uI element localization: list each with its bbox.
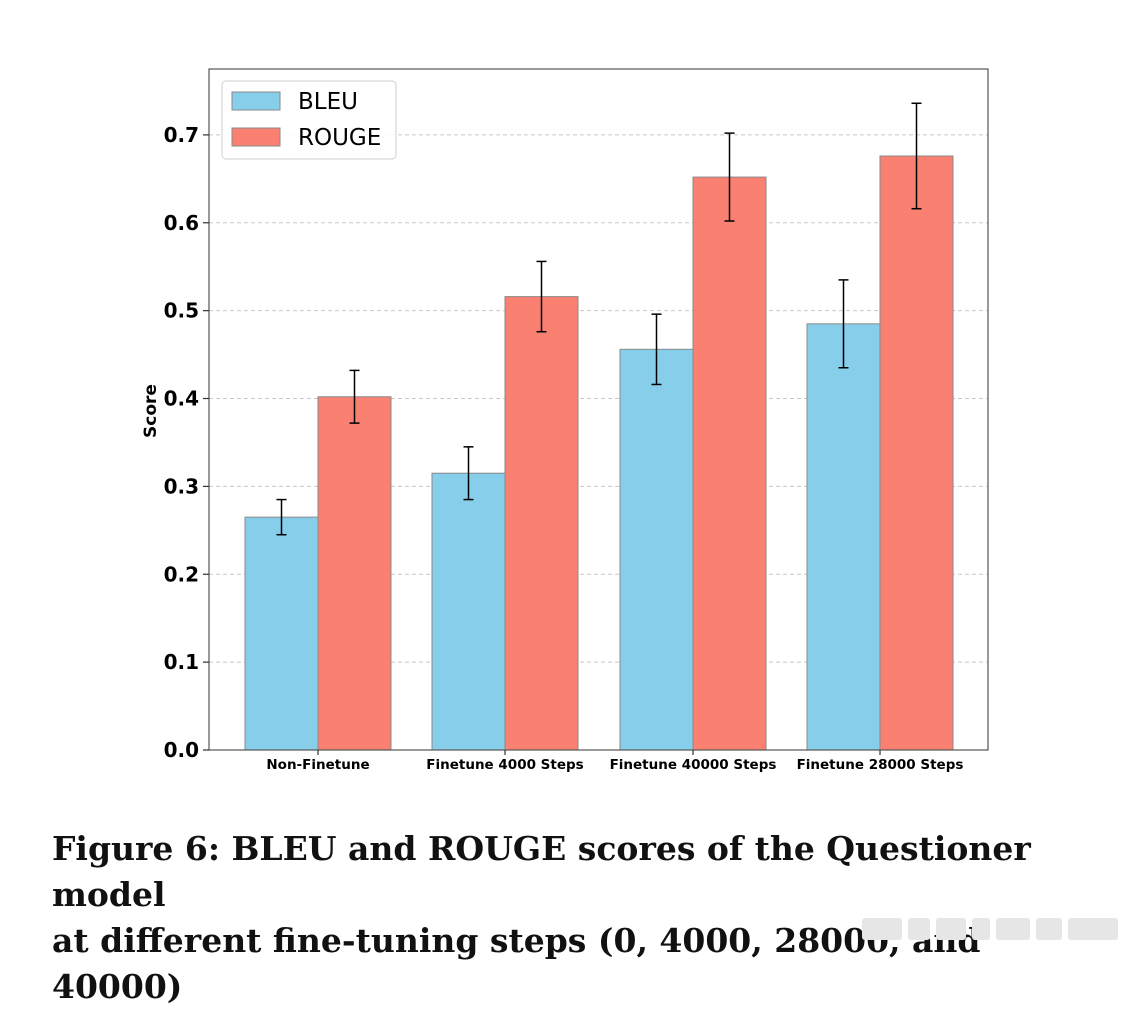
caption-line-1: Figure 6: BLEU and ROUGE scores of the Q…: [52, 829, 1031, 914]
figure-caption: Figure 6: BLEU and ROUGE scores of the Q…: [52, 826, 1112, 1010]
bar-chart: 0.0 0.1 0.2 0.3 0.4 0.5 0.6 0.7 Non-Finetune Fin…: [141, 68, 989, 773]
bar-bleu: [806, 323, 881, 751]
bar-bleu: [244, 516, 319, 751]
y-tick-label: 0.0: [164, 738, 199, 762]
y-tick-label: 0.2: [164, 562, 199, 586]
x-tick-label: Non-Finetune: [266, 757, 369, 773]
legend-label-rouge: ROUGE: [298, 125, 381, 151]
error-bars: [276, 102, 922, 536]
legend-swatch-bleu: [231, 91, 281, 111]
legend-label-bleu: BLEU: [298, 89, 358, 115]
y-tick-label: 0.1: [164, 650, 199, 674]
y-tick-label: 0.7: [164, 123, 199, 147]
bar-rouge: [504, 296, 579, 751]
bar-rouge: [317, 396, 392, 751]
x-tick-label: Finetune 28000 Steps: [797, 757, 964, 773]
x-axis-ticks: Non-Finetune Finetune 4000 Steps Finetune …: [266, 750, 963, 773]
x-tick-label: Finetune 4000 Steps: [426, 757, 583, 773]
watermark: [862, 918, 1118, 948]
y-tick-label: 0.3: [164, 474, 199, 498]
bar-bleu: [431, 472, 506, 751]
plot-frame: [208, 68, 989, 751]
bar-bleu: [619, 348, 694, 751]
y-axis-ticks: 0.0 0.1 0.2 0.3 0.4 0.5 0.6 0.7: [164, 123, 209, 762]
legend-swatch-rouge: [231, 127, 281, 147]
y-tick-label: 0.4: [164, 387, 199, 411]
y-tick-label: 0.6: [164, 211, 199, 235]
bar-rouge: [879, 155, 954, 751]
y-axis-label: Score: [141, 384, 161, 438]
bars: [244, 155, 954, 751]
y-tick-label: 0.5: [164, 299, 199, 323]
legend: BLEU ROUGE: [221, 80, 397, 160]
x-tick-label: Finetune 40000 Steps: [610, 757, 777, 773]
bar-rouge: [692, 176, 767, 751]
